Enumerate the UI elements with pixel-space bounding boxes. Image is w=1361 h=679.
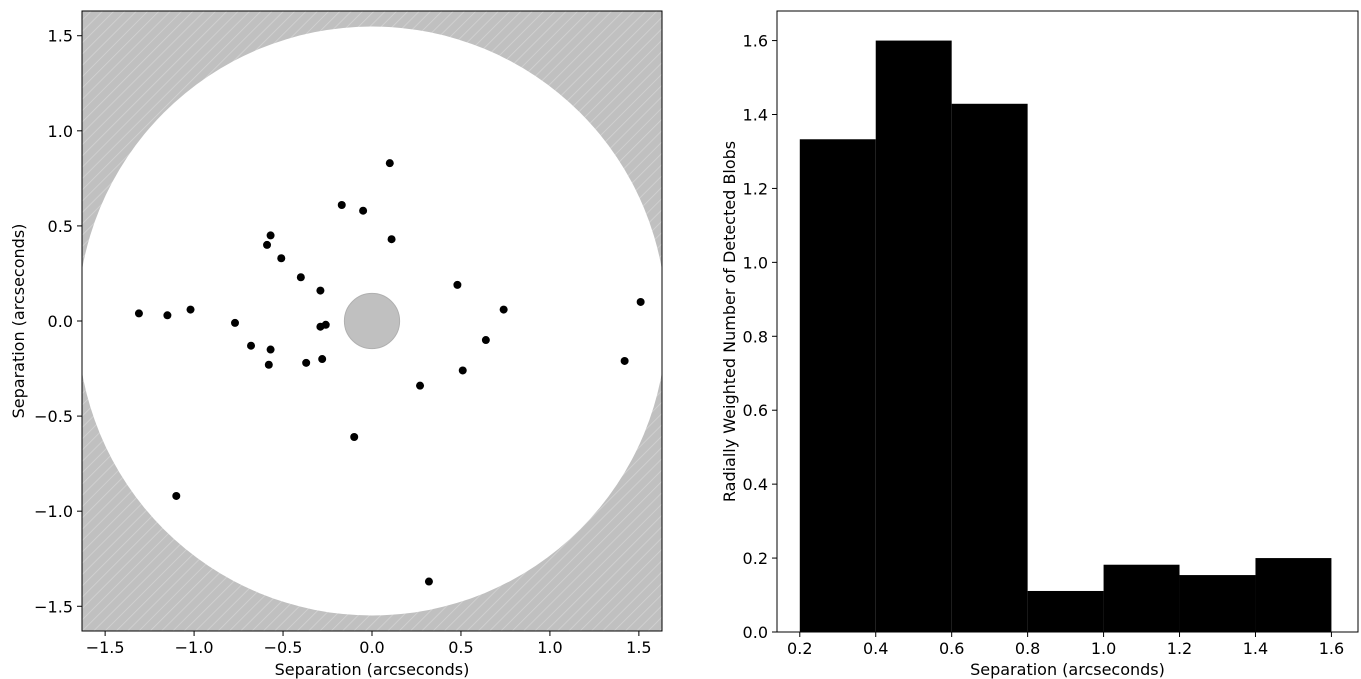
scatter-point (172, 491, 181, 500)
histogram-axes-frame (776, 10, 1359, 633)
histogram-y-tick-label: 0.0 (743, 623, 768, 642)
histogram-x-axis-label: Separation (arcseconds) (970, 660, 1165, 679)
scatter-point (458, 366, 467, 375)
scatter-y-tick-label: −1.5 (34, 597, 73, 616)
scatter-points (134, 159, 645, 586)
scatter-y-axis-label: Separation (arcseconds) (9, 224, 28, 419)
histogram-bar (1255, 558, 1332, 632)
inner-mask-circle (343, 292, 401, 350)
histogram-y-tick-label: 0.6 (743, 401, 768, 420)
scatter-point (416, 381, 425, 390)
scatter-point (134, 309, 143, 318)
scatter-y-ticks: −1.5 −1.0 −0.5 0.0 0.5 1.0 1.5 (34, 27, 82, 616)
histogram-y-ticks: 0.0 0.2 0.4 0.6 0.8 1.0 1.2 1.4 1.6 (743, 32, 777, 642)
histogram-bar (799, 139, 876, 633)
histogram-x-tick-label: 1.2 (1167, 639, 1192, 658)
scatter-point (316, 286, 325, 295)
scatter-point (337, 200, 346, 209)
histogram-y-axis-label: Radially Weighted Number of Detected Blo… (720, 141, 739, 502)
histogram-bars (799, 40, 1332, 633)
scatter-point (266, 231, 275, 240)
scatter-point (481, 336, 490, 345)
histogram-bar (1179, 575, 1256, 632)
scatter-x-tick-label: 0.0 (359, 638, 384, 657)
histogram-x-tick-label: 0.6 (939, 639, 964, 658)
scatter-y-tick-label: −1.0 (34, 502, 73, 521)
histogram-x-ticks: 0.2 0.4 0.6 0.8 1.0 1.2 1.4 1.6 (787, 632, 1344, 658)
scatter-point (453, 280, 462, 289)
scatter-x-tick-label: 1.5 (626, 638, 651, 657)
scatter-point (424, 577, 433, 586)
histogram-x-tick-label: 1.0 (1091, 639, 1116, 658)
scatter-x-tick-label: −0.5 (264, 638, 303, 657)
scatter-x-tick-label: 1.0 (537, 638, 562, 657)
histogram-x-tick-label: 1.6 (1319, 639, 1344, 658)
scatter-point (385, 159, 394, 168)
scatter-point (263, 240, 272, 249)
histogram-x-tick-label: 0.8 (1015, 639, 1040, 658)
histogram-y-tick-label: 0.4 (743, 475, 768, 494)
histogram-y-tick-label: 1.0 (743, 253, 768, 272)
scatter-point (620, 356, 629, 365)
scatter-x-ticks: −1.5 −1.0 −0.5 0.0 0.5 1.0 1.5 (86, 631, 652, 657)
histogram-panel: 0.2 0.4 0.6 0.8 1.0 1.2 1.4 1.6 0.0 0.2 0.4 0.6 0.8… (720, 10, 1359, 679)
histogram-x-tick-label: 0.2 (787, 639, 812, 658)
scatter-x-tick-label: −1.5 (86, 638, 125, 657)
scatter-point (387, 235, 396, 244)
scatter-point (264, 360, 273, 369)
scatter-y-tick-label: −0.5 (34, 407, 73, 426)
histogram-bar (1103, 564, 1180, 632)
histogram-y-tick-label: 0.8 (743, 327, 768, 346)
scatter-y-tick-label: 0.5 (48, 217, 73, 236)
scatter-point (636, 297, 645, 306)
histogram-bar (875, 40, 952, 633)
histogram-bar (1027, 590, 1104, 632)
histogram-y-tick-label: 1.6 (743, 32, 768, 51)
scatter-point (163, 311, 172, 320)
scatter-point (266, 345, 275, 354)
histogram-bar (951, 103, 1028, 633)
scatter-point (499, 305, 508, 314)
scatter-x-axis-label: Separation (arcseconds) (275, 660, 470, 679)
scatter-point (247, 341, 256, 350)
scatter-point (186, 305, 195, 314)
histogram-y-tick-label: 1.4 (743, 106, 768, 125)
histogram-x-tick-label: 0.4 (863, 639, 888, 658)
scatter-panel: −1.5 −1.0 −0.5 0.0 0.5 1.0 1.5 −1.5 −1.0 −0.5 0.0… (9, 10, 667, 679)
scatter-y-tick-label: 1.5 (48, 27, 73, 46)
histogram-y-tick-label: 1.2 (743, 179, 768, 198)
scatter-y-tick-label: 1.0 (48, 122, 73, 141)
scatter-point (277, 254, 286, 263)
scatter-y-tick-label: 0.0 (48, 312, 73, 331)
scatter-point (316, 322, 325, 331)
scatter-point (359, 206, 368, 215)
scatter-point (296, 273, 305, 282)
scatter-point (350, 433, 359, 442)
histogram-y-tick-label: 0.2 (743, 549, 768, 568)
scatter-x-tick-label: 0.5 (448, 638, 473, 657)
scatter-point (318, 355, 327, 364)
scatter-x-tick-label: −1.0 (175, 638, 214, 657)
histogram-x-tick-label: 1.4 (1243, 639, 1268, 658)
scatter-point (302, 358, 311, 367)
scatter-point (231, 318, 240, 327)
